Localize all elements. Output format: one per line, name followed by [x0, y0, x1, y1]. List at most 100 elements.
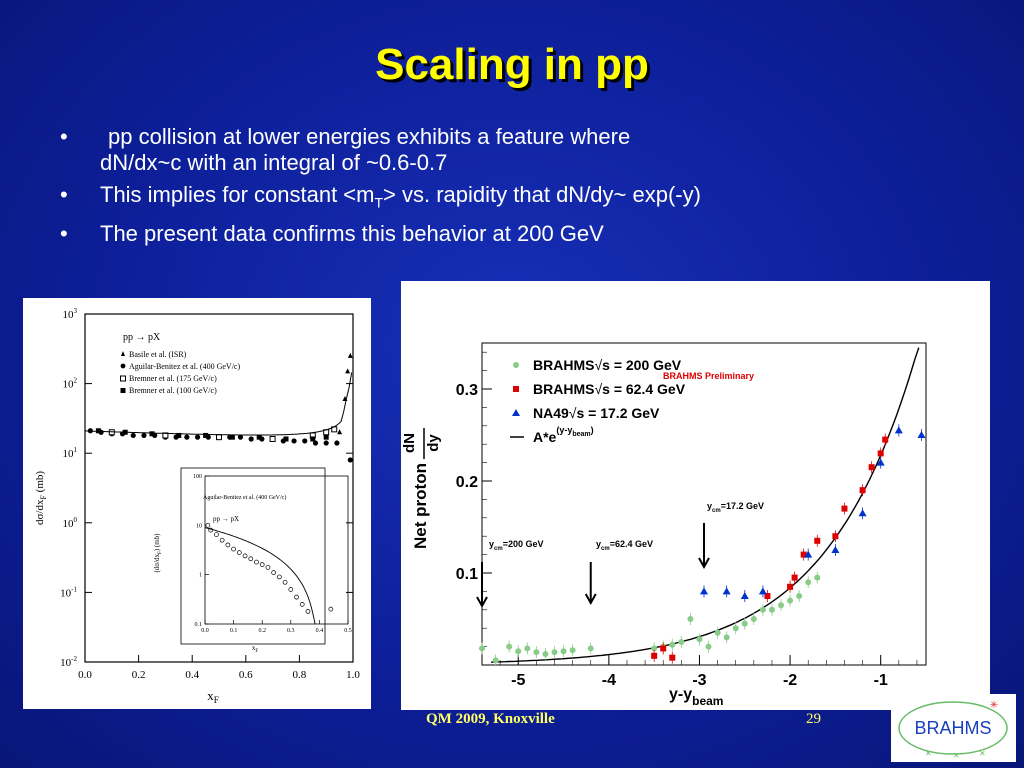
data-point-square — [669, 654, 676, 661]
inset-data-point — [254, 559, 259, 565]
inset-x-tick-label: 0.2 — [258, 628, 266, 634]
y-label-text: Net proton — [411, 463, 430, 549]
data-point-circle — [302, 438, 308, 444]
inset-x-tick-label: 0.1 — [230, 628, 238, 634]
data-point-circle — [759, 606, 766, 613]
brahms-logo: BRAHMS ✳ ✕ ✕ ✕ — [891, 694, 1016, 762]
legend-marker-square — [513, 386, 519, 392]
y-tick-label: 100 — [63, 516, 78, 530]
data-point-circle — [796, 593, 803, 599]
main-plot-frame — [84, 313, 354, 663]
slide-title: Scaling in pp — [375, 40, 649, 89]
inset-data-point — [282, 579, 288, 585]
y-tick-label: 10-1 — [60, 585, 77, 599]
inset-y-tick-label: 10 — [196, 523, 202, 529]
data-point-circle — [237, 434, 244, 440]
inset-data-point — [294, 594, 299, 600]
inset-data-points — [205, 522, 334, 614]
bullet-list: • pp collision at lower energies exhibit… — [60, 124, 960, 253]
data-point-square — [800, 551, 807, 558]
logo-star-icon: ✳ — [990, 700, 998, 711]
inset-x-tick-label: 0.3 — [287, 628, 295, 634]
data-point-circle — [651, 645, 658, 652]
left-data-points — [87, 352, 353, 463]
bullet-marker: • — [60, 124, 68, 149]
data-point-circle — [551, 649, 558, 656]
data-point-circle — [814, 574, 821, 581]
left-fit-curve — [84, 372, 353, 436]
data-point-circle — [768, 606, 775, 613]
data-point-square — [832, 533, 839, 540]
data-point-circle — [533, 649, 540, 656]
arrow-head — [698, 557, 710, 570]
legend-entry: Basile et al. (ISR) — [129, 350, 187, 359]
data-point-circle — [184, 434, 190, 440]
data-point-square — [660, 645, 667, 652]
data-point-square — [787, 583, 794, 590]
right-plot-frame — [481, 342, 927, 666]
left-reaction-label: pp → pX — [123, 332, 161, 343]
data-point-square — [868, 464, 875, 471]
x-tick-label: -1 — [874, 672, 888, 689]
data-point-triangle — [758, 587, 767, 595]
logo-text: BRAHMS — [914, 718, 991, 738]
data-point-square — [814, 537, 821, 544]
x-tick-label: -5 — [511, 672, 525, 689]
arrow-label: ycm=62.4 GeV — [596, 539, 653, 552]
bullet-marker: • — [60, 182, 68, 207]
inset-data-point — [231, 546, 236, 552]
data-point-circle — [560, 648, 567, 655]
legend-entry: Bremner et al. (100 GeV/c) — [129, 386, 217, 395]
legend-marker-triangle — [121, 351, 125, 356]
data-point-circle — [248, 436, 254, 442]
inset-data-point — [265, 565, 271, 570]
bullet-text: This implies for constant <mT> vs. rapid… — [100, 182, 701, 211]
right-plot-svg: -5 -4 -3 -2 -1 0.1 0.2 0.3 BRAHMS Preliminary N… — [401, 342, 927, 708]
left-legend: Basile et al. (ISR) Aguilar-Benitez et a… — [120, 350, 240, 395]
right-legend: BRAHMS√s = 200 GeV BRAHMS√s = 62.4 GeV NA4… — [510, 357, 686, 445]
inset-legend: Aguilar-Benitez et al. (400 GeV/c) — [203, 494, 286, 501]
inset-x-tick-label: 0.0 — [201, 628, 209, 634]
x-tick-label: -2 — [783, 672, 797, 689]
inset-y-tick-label: 100 — [193, 474, 202, 480]
bullet-item: • The present data confirms this behavio… — [60, 221, 960, 247]
data-point-square — [651, 652, 658, 659]
bullet-text-continued: dN/dx~c with an integral of ~0.6-0.7 — [100, 150, 448, 175]
inset-reaction-label: pp → pX — [213, 515, 239, 523]
data-point-circle — [714, 629, 721, 636]
y-tick-label: 0.2 — [456, 474, 478, 491]
bullet-marker: • — [60, 221, 68, 247]
data-point-triangle — [347, 352, 353, 358]
inset-x-tick-label: 0.4 — [316, 628, 324, 634]
inset-data-point — [277, 574, 282, 580]
data-point-open-square — [216, 434, 222, 441]
data-point-circle — [492, 657, 499, 664]
data-point-square — [841, 505, 848, 512]
x-tick-label: 0.2 — [132, 669, 146, 681]
data-point-square — [95, 428, 101, 434]
arrow-head — [584, 593, 597, 606]
data-point-square — [323, 434, 329, 440]
inset-data-point — [214, 532, 219, 537]
data-point-triangle — [722, 587, 731, 595]
data-point-circle — [194, 434, 201, 440]
right-data-points — [479, 424, 926, 667]
inset-data-point — [305, 609, 311, 614]
data-point-circle — [130, 432, 136, 439]
legend-marker-circle — [120, 363, 126, 369]
data-point-circle — [750, 616, 757, 622]
inset-y-axis-label: (dσ/dxF) (mb) — [153, 533, 163, 573]
legend-label: A*e(y-ybeam) — [533, 425, 594, 445]
x-tick-label: -3 — [692, 672, 706, 689]
legend-label: NA49√s = 17.2 GeV — [533, 405, 660, 421]
legend-marker-open-square — [120, 375, 126, 382]
data-point-square — [149, 431, 155, 437]
data-point-square — [283, 436, 289, 442]
x-tick-label: 0.4 — [185, 669, 199, 681]
y-tick-label: 0.1 — [456, 566, 478, 583]
data-point-triangle — [917, 431, 926, 438]
data-point-square — [310, 436, 316, 442]
data-point-circle — [669, 641, 676, 648]
right-x-axis-label: y-ybeam — [669, 686, 723, 708]
